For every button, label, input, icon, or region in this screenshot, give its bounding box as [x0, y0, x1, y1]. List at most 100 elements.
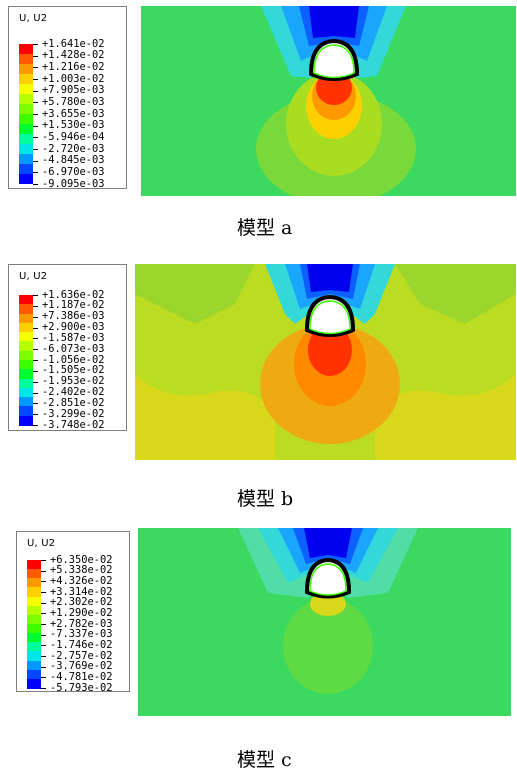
legend-swatch — [27, 560, 41, 570]
legend-value-label: -4.781e-02 — [50, 670, 113, 683]
legend-model-c: U, U2 +6.350e-02 +5.338e-02 +4.326e-02 +3.3… — [16, 531, 130, 694]
legend-tick — [33, 55, 38, 57]
legend-value-label: -1.587e-03 — [42, 331, 105, 344]
legend-tick — [41, 656, 46, 657]
legend-color-bar: +1.636e-02 +1.187e-02 +7.386e-03 +2.900e-03… — [19, 289, 105, 430]
legend-swatch — [19, 124, 33, 134]
contour-plot-model-a — [141, 6, 516, 196]
legend-value-label: +1.003e-02 — [42, 72, 105, 85]
legend-value-label: -1.746e-02 — [50, 638, 113, 651]
contour-plot-model-c — [138, 528, 511, 716]
legend-swatch — [19, 332, 33, 343]
legend-swatch — [19, 415, 33, 426]
legend-swatch — [27, 642, 41, 653]
legend-swatch — [19, 295, 33, 305]
legend-value-label: +2.302e-02 — [50, 596, 113, 609]
legend-value-label: +6.350e-02 — [50, 553, 113, 566]
legend-title: U, U2 — [19, 13, 48, 24]
legend-tick — [33, 160, 38, 162]
legend-swatch — [27, 605, 41, 616]
legend-value-label: -1.056e-02 — [42, 353, 105, 366]
legend-swatch — [19, 144, 33, 154]
legend-swatch — [19, 74, 33, 84]
legend-swatch — [19, 154, 33, 164]
legend-tick — [33, 172, 38, 174]
legend-tick — [41, 688, 46, 689]
legend-value-label: +3.655e-03 — [42, 107, 105, 120]
legend-tick — [41, 666, 46, 668]
legend-tick — [33, 184, 38, 185]
legend-swatch — [19, 378, 33, 389]
legend-swatch — [27, 651, 41, 662]
legend-value-label: +7.905e-03 — [42, 84, 105, 97]
legend-value-label: -2.402e-02 — [42, 386, 105, 398]
legend-swatch — [27, 633, 41, 644]
legend-value-label: -6.970e-03 — [42, 165, 105, 178]
legend-tick — [41, 581, 46, 583]
legend-swatch — [27, 624, 41, 634]
legend-value-label: -9.095e-03 — [42, 177, 105, 190]
legend-model-b: U, U2 +1.636e-02 +1.187e-02 +7.386e-03 +2.9… — [8, 264, 127, 431]
legend-tick — [41, 624, 46, 625]
legend-tick — [33, 360, 38, 361]
legend-tick — [33, 349, 38, 351]
legend-tick — [41, 602, 46, 604]
legend-tick — [33, 403, 38, 405]
legend-swatch — [19, 114, 33, 124]
legend-tick — [33, 414, 38, 416]
legend-value-label: +2.900e-03 — [42, 321, 105, 333]
legend-swatch — [19, 104, 33, 114]
legend-value-label: +1.428e-02 — [42, 49, 105, 62]
legend-swatch — [27, 669, 41, 680]
legend-value-label: -2.851e-02 — [42, 396, 105, 409]
legend-value-label: +1.290e-02 — [50, 606, 113, 619]
legend-tick — [33, 67, 38, 69]
legend-tick — [41, 634, 46, 636]
legend-value-label: +2.782e-03 — [50, 617, 113, 630]
legend-swatch — [27, 596, 41, 607]
legend-tick — [33, 114, 38, 115]
legend-value-label: -3.299e-02 — [42, 407, 105, 420]
legend-value-label: +1.641e-02 — [42, 37, 105, 50]
legend-swatch — [19, 304, 33, 315]
legend-value-label: +1.636e-02 — [42, 288, 105, 301]
legend-tick — [41, 645, 46, 647]
legend-tick — [33, 327, 38, 329]
legend-tick — [41, 560, 46, 561]
caption-model-c: 模型 c — [237, 749, 292, 771]
legend-value-label: +1.530e-03 — [42, 119, 105, 132]
legend-tick — [33, 425, 38, 426]
legend-swatch — [19, 387, 33, 398]
legend-swatch — [27, 569, 41, 580]
legend-value-label: +7.386e-03 — [42, 310, 105, 323]
legend-swatch — [19, 313, 33, 324]
legend-swatch — [27, 578, 41, 589]
legend-swatch — [27, 614, 41, 625]
legend-tick — [33, 44, 38, 45]
legend-tick — [33, 149, 38, 150]
legend-value-label: -7.337e-03 — [50, 628, 113, 641]
legend-value-label: -3.769e-02 — [50, 660, 113, 673]
caption-model-a: 模型 a — [237, 217, 293, 239]
legend-value-label: -2.720e-03 — [42, 142, 105, 155]
legend-tick — [33, 316, 38, 318]
legend-tick — [41, 613, 46, 615]
legend-swatch — [27, 660, 41, 671]
legend-swatch — [19, 174, 33, 184]
legend-value-label: -3.748e-02 — [42, 418, 105, 431]
legend-tick — [41, 677, 46, 679]
legend-swatch — [19, 350, 33, 361]
legend-value-label: -5.793e-02 — [50, 681, 113, 694]
legend-value-label: -5.946e-04 — [42, 130, 105, 143]
legend-swatch — [19, 54, 33, 64]
legend-tick — [41, 592, 46, 593]
legend-tick — [33, 392, 38, 394]
legend-value-label: -1.505e-02 — [42, 364, 105, 377]
legend-tick — [33, 370, 38, 372]
legend-value-label: -6.073e-03 — [42, 342, 105, 355]
legend-title: U, U2 — [19, 271, 48, 282]
legend-swatch — [19, 406, 33, 417]
contour-plot-model-b — [135, 264, 516, 460]
legend-swatch — [19, 164, 33, 174]
